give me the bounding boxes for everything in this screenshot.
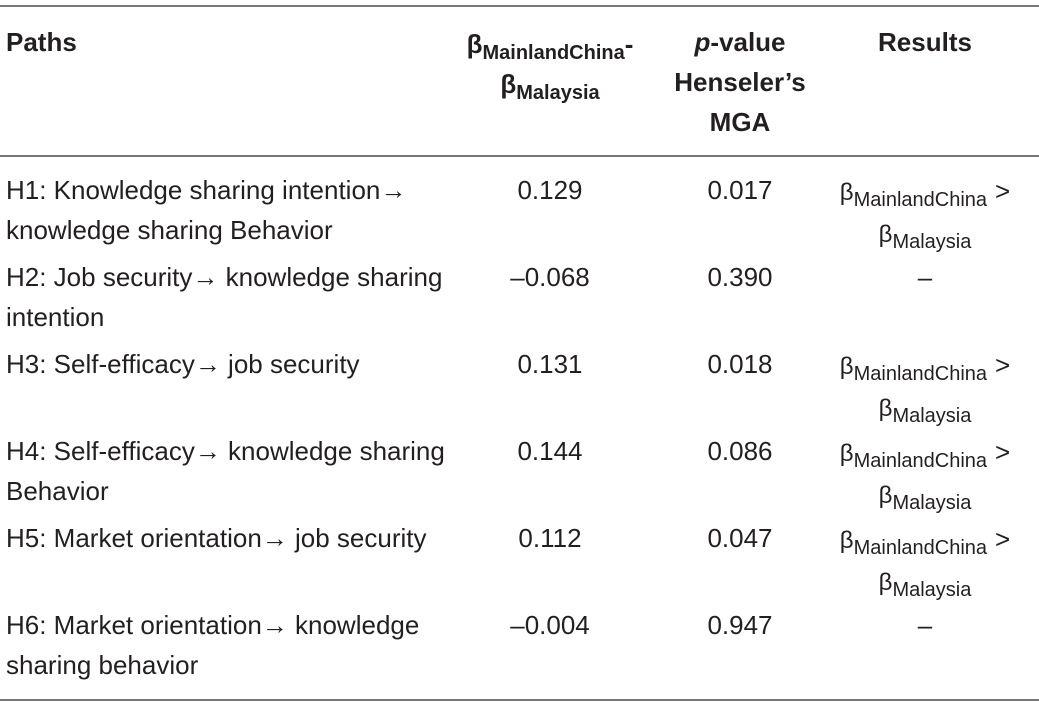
table-cell: 0.086 [650, 431, 830, 471]
subscript: Malaysia [892, 231, 972, 253]
relation: > [995, 437, 1011, 467]
beta: β [878, 221, 893, 248]
subscript: MainlandChina [853, 189, 988, 211]
subscript: Malaysia [892, 492, 972, 514]
subscript: MainlandChina [853, 537, 988, 559]
header-rule [0, 155, 1039, 157]
beta: β [466, 29, 483, 59]
table-cell: βMainlandChina > βMalaysia [805, 431, 1039, 517]
cell-text: 0.018 [707, 349, 773, 379]
beta: β [839, 440, 854, 467]
subscript: MainlandChina [482, 42, 625, 64]
table-cell: H3: Self-efficacy→ job security [6, 344, 456, 384]
beta: β [878, 482, 893, 509]
cell-text: 0.129 [517, 175, 583, 205]
cell-text: – [917, 610, 933, 640]
relation: > [995, 350, 1011, 380]
table-cell: – [805, 257, 1039, 297]
subscript: Malaysia [892, 579, 972, 601]
cell-text: H3: Self-efficacy→ job security [6, 349, 360, 379]
cell-text: 0.017 [707, 175, 773, 205]
table-cell: –0.004 [440, 605, 660, 645]
beta: β [878, 395, 893, 422]
subscript: Malaysia [892, 405, 972, 427]
top-rule [0, 5, 1039, 7]
bottom-rule [0, 699, 1039, 701]
header-cell: Results [805, 22, 1039, 62]
header-text: Results [878, 27, 972, 57]
subscript: MainlandChina [853, 363, 988, 385]
cell-text: H6: Market orientation→ knowledge sharin… [6, 610, 420, 680]
table-cell: 0.390 [650, 257, 830, 297]
table-cell: 0.112 [440, 518, 660, 558]
cell-text: 0.047 [707, 523, 773, 553]
header-text: MGA [709, 107, 771, 137]
table-cell: H5: Market orientation→ job security [6, 518, 456, 558]
header-text: Henseler’s [674, 67, 806, 97]
table-cell: H6: Market orientation→ knowledge sharin… [6, 605, 456, 685]
dash: - [624, 29, 634, 59]
beta: β [839, 353, 854, 380]
table-cell: 0.017 [650, 170, 830, 210]
cell-text: –0.068 [510, 262, 590, 292]
italic-p: p [694, 27, 711, 57]
table-cell: 0.947 [650, 605, 830, 645]
cell-text: H1: Knowledge sharing intention→ knowled… [6, 175, 407, 245]
relation: > [995, 524, 1011, 554]
table-cell: βMainlandChina > βMalaysia [805, 518, 1039, 604]
table-cell: –0.068 [440, 257, 660, 297]
table-cell: 0.018 [650, 344, 830, 384]
header-cell: Paths [6, 22, 456, 62]
header-cell: βMainlandChina-βMalaysia [440, 24, 660, 104]
cell-text: H5: Market orientation→ job security [6, 523, 427, 553]
table-cell: βMainlandChina > βMalaysia [805, 344, 1039, 430]
cell-text: 0.947 [707, 610, 773, 640]
cell-text: 0.131 [517, 349, 583, 379]
relation: > [995, 176, 1011, 206]
cell-text: H2: Job security→ knowledge sharing inte… [6, 262, 443, 332]
table-cell: 0.047 [650, 518, 830, 558]
cell-text: 0.086 [707, 436, 773, 466]
cell-text: 0.144 [517, 436, 583, 466]
subscript: MainlandChina [853, 450, 988, 472]
header-text: Paths [6, 27, 77, 57]
beta: β [839, 527, 854, 554]
cell-text: – [917, 262, 933, 292]
cell-text: –0.004 [510, 610, 590, 640]
beta: β [500, 69, 517, 99]
cell-text: H4: Self-efficacy→ knowledge sharing Beh… [6, 436, 445, 506]
table-cell: 0.144 [440, 431, 660, 471]
beta: β [878, 569, 893, 596]
table-cell: 0.129 [440, 170, 660, 210]
table-cell: βMainlandChina > βMalaysia [805, 170, 1039, 256]
table-cell: H1: Knowledge sharing intention→ knowled… [6, 170, 456, 250]
table-cell: H2: Job security→ knowledge sharing inte… [6, 257, 456, 337]
beta: β [839, 179, 854, 206]
header-text: -value [710, 27, 786, 57]
cell-text: 0.390 [707, 262, 773, 292]
subscript: Malaysia [516, 82, 600, 104]
table-cell: – [805, 605, 1039, 645]
cell-text: 0.112 [518, 523, 582, 553]
table-cell: H4: Self-efficacy→ knowledge sharing Beh… [6, 431, 456, 511]
table-cell: 0.131 [440, 344, 660, 384]
header-cell: p-value Henseler’s MGA [650, 22, 830, 142]
